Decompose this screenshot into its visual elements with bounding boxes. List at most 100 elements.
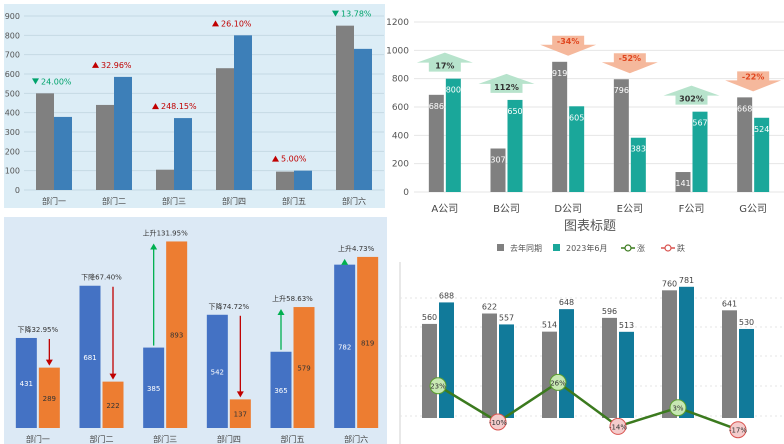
chart-3-value-label-series1: 681 bbox=[83, 354, 96, 362]
legend-marker bbox=[664, 244, 672, 252]
chart-4-bar-series1 bbox=[542, 331, 557, 418]
chart-1-bar-series2 bbox=[234, 35, 252, 191]
arrow-up-icon bbox=[277, 309, 285, 316]
chart-4-change-marker bbox=[609, 417, 627, 435]
chart-2-value-label-series1: 141 bbox=[675, 179, 690, 188]
chart-1-change-label: 248.15% bbox=[161, 102, 197, 111]
chart-2-value-label-series2: 567 bbox=[692, 119, 707, 128]
chart-2-ytick: 1000 bbox=[386, 46, 409, 56]
chart-1-bar-series2 bbox=[114, 76, 132, 190]
arrow-down-icon bbox=[109, 373, 117, 380]
chart-2-value-label-series1: 686 bbox=[429, 102, 444, 111]
chart-4-bar-series2 bbox=[439, 302, 454, 418]
chart-2-category-label: G公司 bbox=[739, 204, 767, 215]
chart-2-bar-series1 bbox=[428, 94, 444, 192]
chart-2-ytick: 600 bbox=[392, 103, 409, 113]
chart-4-value-label-series1: 622 bbox=[482, 303, 497, 312]
chart-4-value-label-series2: 781 bbox=[679, 276, 694, 285]
chart-2-category-label: B公司 bbox=[493, 204, 520, 215]
chart-3-bar-series1 bbox=[270, 351, 292, 428]
chart-4-bar-series1 bbox=[482, 313, 497, 418]
chart-3-value-label-series2: 222 bbox=[106, 402, 119, 410]
chart-4-bar-series1 bbox=[422, 323, 437, 418]
chart-1-ytick: 800 bbox=[5, 31, 20, 40]
triangle-up-icon bbox=[212, 20, 219, 27]
arrow-down-icon bbox=[236, 391, 244, 398]
chart-1-ytick: 300 bbox=[5, 128, 20, 137]
chart-1: 0 100 200 300 400 500 600 700 800 900 部门一 24.00% 部门二… bbox=[4, 4, 385, 208]
chart-2-bar-series2 bbox=[630, 137, 646, 192]
arrow-up-icon bbox=[663, 85, 720, 105]
chart-3-bar-series2 bbox=[229, 399, 251, 428]
chart-4-change-marker bbox=[429, 377, 447, 395]
arrow-up-icon bbox=[150, 243, 158, 250]
chart-2-change-label: -34% bbox=[557, 37, 579, 46]
chart-3-bar-series2 bbox=[166, 241, 188, 428]
legend-label: 去年同期 bbox=[510, 243, 542, 253]
chart-3-category-label: 部门三 bbox=[153, 434, 177, 444]
chart-2-value-label-series1: 919 bbox=[552, 69, 567, 78]
chart-4-change-line bbox=[437, 380, 739, 431]
chart-2-title: 图表标题 bbox=[564, 219, 616, 234]
chart-1-ytick: 200 bbox=[5, 147, 20, 156]
chart-1-category-label: 部门三 bbox=[162, 196, 186, 206]
chart-1-category-label: 部门五 bbox=[282, 196, 306, 206]
triangle-up-icon bbox=[152, 103, 159, 110]
chart-4-change-label: -10% bbox=[489, 419, 507, 427]
chart-1-category-label: 部门一 bbox=[42, 196, 66, 206]
chart-3-change-label: 上升131.95% bbox=[143, 228, 188, 237]
chart-2-value-label-series1: 307 bbox=[490, 156, 505, 165]
chart-2-bar-series1 bbox=[552, 61, 568, 192]
chart-2-change-label: -52% bbox=[619, 54, 641, 63]
chart-1-bar-series1 bbox=[36, 93, 54, 190]
chart-4-change-marker bbox=[669, 399, 687, 417]
chart-3-value-label-series2: 289 bbox=[43, 395, 56, 403]
chart-4-value-label-series2: 648 bbox=[559, 298, 574, 307]
chart-3-bar-series1 bbox=[79, 285, 101, 428]
triangle-up-icon bbox=[272, 155, 279, 162]
chart-3-change-label: 上升58.63% bbox=[272, 294, 313, 303]
chart-1-change-label: 26.10% bbox=[221, 19, 252, 28]
chart-2-category-label: E公司 bbox=[617, 204, 643, 215]
chart-4-bar-series2 bbox=[559, 309, 574, 418]
chart-2-bar-series1 bbox=[490, 148, 506, 192]
chart-2-value-label-series2: 524 bbox=[754, 125, 769, 134]
chart-2-ytick: 800 bbox=[392, 75, 409, 85]
chart-1-ytick: 400 bbox=[5, 109, 20, 118]
chart-4-value-label-series1: 560 bbox=[422, 313, 437, 322]
chart-3: 431 289 部门一 下降32.95% 681 222 部门二 下降67.40% 385 893… bbox=[4, 217, 387, 444]
chart-1-bar-series2 bbox=[54, 116, 72, 190]
chart-4-bar-series2 bbox=[739, 328, 754, 418]
chart-2-category-label: D公司 bbox=[554, 204, 582, 215]
chart-3-category-label: 部门二 bbox=[90, 434, 114, 444]
chart-3-bar-series2 bbox=[293, 307, 315, 428]
chart-2-change-label: 17% bbox=[435, 62, 454, 71]
chart-2-ytick: 400 bbox=[392, 131, 409, 141]
chart-1-ytick: 100 bbox=[5, 167, 20, 176]
chart-4-value-label-series2: 513 bbox=[619, 321, 634, 330]
chart-2-value-label-series1: 668 bbox=[737, 104, 752, 113]
chart-1-bar-series1 bbox=[216, 68, 234, 190]
chart-4-background bbox=[396, 262, 784, 444]
arrow-down-icon bbox=[725, 71, 782, 92]
triangle-down-icon bbox=[332, 10, 339, 17]
chart-1-ytick: 500 bbox=[5, 89, 20, 98]
chart-4-value-label-series1: 596 bbox=[602, 307, 617, 316]
chart-2-bar-series2 bbox=[692, 111, 708, 192]
chart-4-bar-series1 bbox=[662, 290, 677, 418]
chart-2-bar-series2 bbox=[507, 99, 523, 192]
chart-3-change-label: 下降74.72% bbox=[208, 302, 249, 311]
chart-2-ytick: 0 bbox=[403, 188, 409, 198]
chart-3-bar-series2 bbox=[357, 256, 379, 428]
chart-4-bar-series2 bbox=[679, 286, 694, 418]
chart-2-bar-series1 bbox=[613, 79, 629, 192]
chart-1-change-label: 5.00% bbox=[281, 155, 307, 164]
chart-3-change-label: 下降67.40% bbox=[81, 273, 122, 282]
arrow-down-icon bbox=[45, 359, 53, 366]
chart-1-bar-series1 bbox=[96, 104, 114, 190]
legend-marker bbox=[624, 244, 632, 252]
chart-4-change-label: 26% bbox=[550, 379, 566, 387]
chart-3-value-label-series1: 782 bbox=[338, 343, 351, 351]
